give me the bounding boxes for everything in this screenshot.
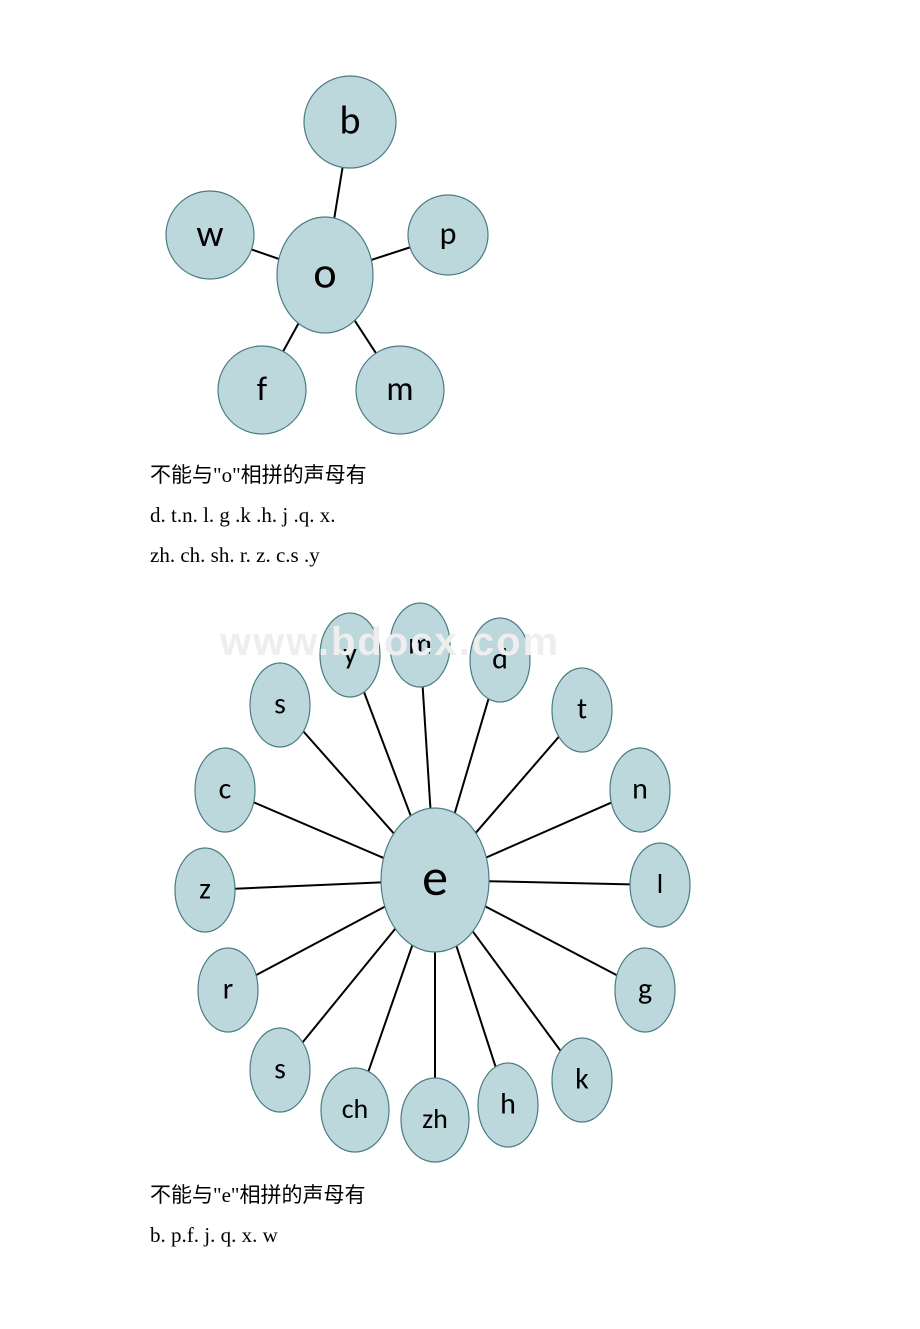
outer-node-label: k xyxy=(575,1060,589,1097)
caption-o-line3: zh. ch. sh. r. z. c.s .y xyxy=(150,536,920,576)
diagram-edge xyxy=(303,731,393,833)
outer-node-label: n xyxy=(632,770,648,807)
outer-node-label: z xyxy=(199,870,211,907)
outer-node-label: m xyxy=(408,625,432,662)
diagram-edge xyxy=(456,946,495,1067)
center-node-label: e xyxy=(422,845,448,909)
diagram-edge xyxy=(303,928,396,1042)
diagram-edge xyxy=(364,692,411,816)
outer-node-label: zh xyxy=(422,1101,448,1136)
outer-node-label: y xyxy=(343,635,357,672)
diagram-e-svg: m d t n l g k h zh ch s r z c s y e xyxy=(150,590,720,1170)
diagram-edge xyxy=(254,802,384,858)
diagram-edge xyxy=(485,906,617,975)
diagram-edge xyxy=(334,167,342,218)
outer-node-label: b xyxy=(339,96,360,145)
center-node-label: o xyxy=(313,246,336,300)
caption-e: 不能与"e"相拼的声母有 b. p.f. j. q. x. w xyxy=(150,1176,920,1256)
diagram-e: www.bdocx.com mdtnlgkhzhchsrzcsye xyxy=(150,590,920,1170)
caption-o-line2: d. t.n. l. g .k .h. j .q. x. xyxy=(150,496,920,536)
diagram-o-svg: b p m f w o xyxy=(150,60,510,450)
caption-o: 不能与"o"相拼的声母有 d. t.n. l. g .k .h. j .q. x… xyxy=(150,456,920,576)
diagram-edge xyxy=(283,323,298,351)
caption-o-line1: 不能与"o"相拼的声母有 xyxy=(150,456,920,496)
diagram-edge xyxy=(368,945,412,1071)
outer-node-label: s xyxy=(274,685,286,722)
outer-node-label: f xyxy=(257,369,268,410)
outer-node-label: h xyxy=(500,1085,516,1122)
diagram-edge xyxy=(355,321,376,354)
diagram-edge xyxy=(486,802,611,857)
diagram-edge xyxy=(371,247,410,260)
diagram-edge xyxy=(473,931,561,1050)
diagram-edge xyxy=(423,687,431,808)
outer-node-label: s xyxy=(274,1050,286,1087)
outer-node-label: ch xyxy=(342,1091,369,1126)
caption-e-line1: 不能与"e"相拼的声母有 xyxy=(150,1176,920,1216)
outer-node-label: m xyxy=(386,369,413,410)
diagram-edge xyxy=(235,882,381,888)
caption-e-line2: b. p.f. j. q. x. w xyxy=(150,1216,920,1256)
diagram-o: b p m f w o xyxy=(150,60,920,450)
outer-node-label: g xyxy=(638,970,652,1007)
diagram-edge xyxy=(252,249,279,259)
diagram-edge xyxy=(455,698,489,812)
diagram-edge xyxy=(476,736,559,832)
page: b p m f w o 不能与"o"相拼的声母有 d. t.n. l. g .k .h. … xyxy=(0,0,920,1329)
outer-node-label: p xyxy=(440,214,457,253)
outer-node-label: w xyxy=(196,211,223,257)
outer-node-label: t xyxy=(577,690,587,727)
outer-node-label: d xyxy=(492,640,508,677)
outer-node-label: l xyxy=(657,866,663,901)
diagram-edge xyxy=(489,881,630,884)
outer-node-label: r xyxy=(223,970,233,1007)
outer-node-label: c xyxy=(219,770,232,807)
